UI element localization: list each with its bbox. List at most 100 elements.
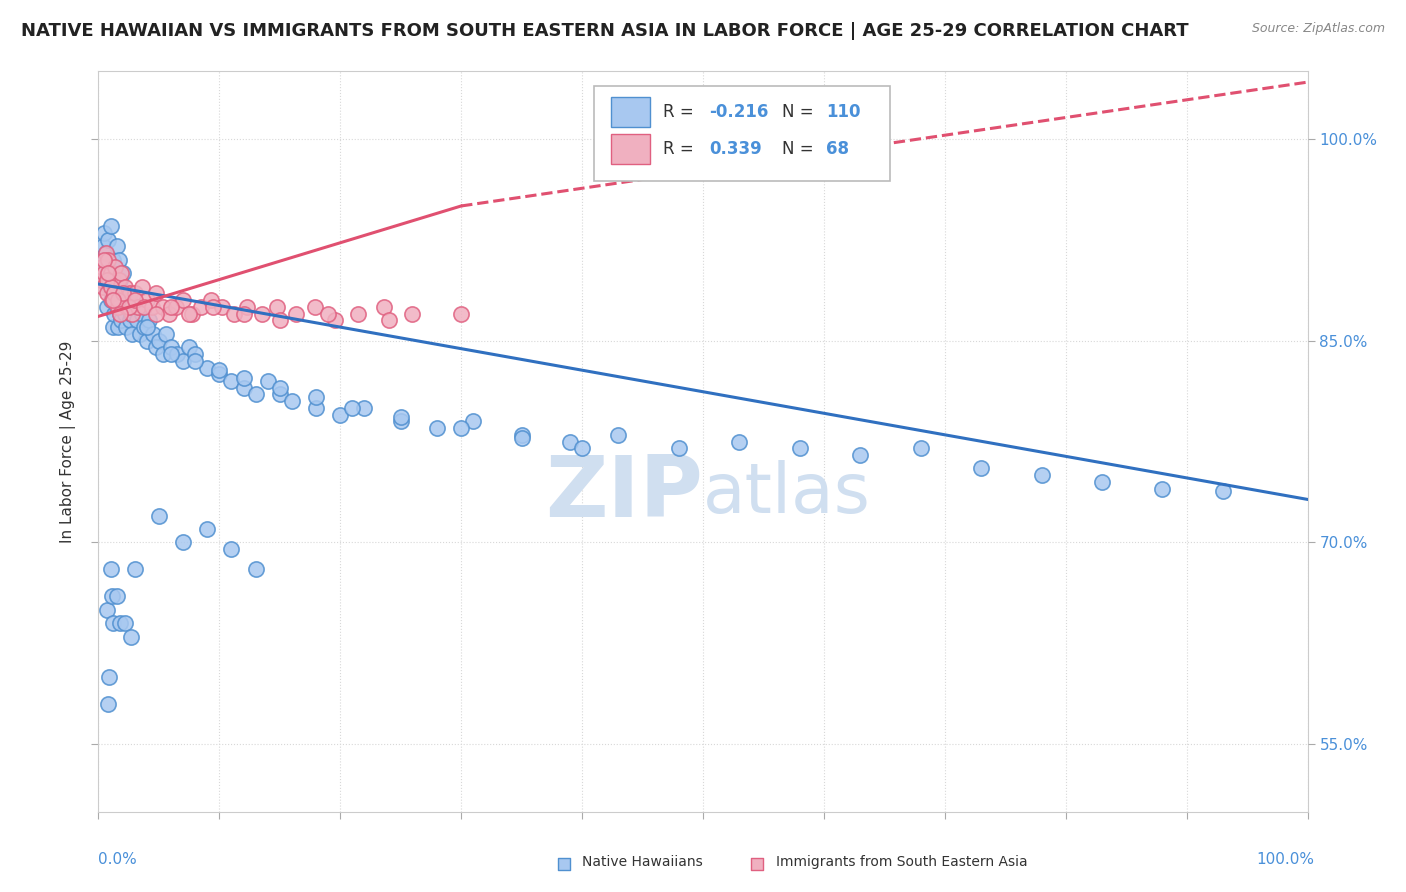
Point — [105, 300, 128, 314]
Point — [184, 347, 207, 361]
Point — [114, 307, 136, 321]
Point — [148, 508, 170, 523]
Point — [1031, 468, 1053, 483]
Point — [232, 371, 254, 385]
Point — [108, 616, 131, 631]
Point — [111, 300, 134, 314]
Point — [100, 266, 122, 280]
Point — [115, 320, 138, 334]
Point — [142, 326, 165, 341]
Point — [96, 300, 118, 314]
Point — [190, 300, 212, 314]
Point — [90, 273, 112, 287]
Point — [134, 300, 156, 314]
Point — [1091, 475, 1114, 489]
Point — [305, 390, 328, 404]
Point — [304, 300, 326, 314]
Point — [236, 300, 259, 314]
Point — [131, 307, 153, 321]
Point — [105, 279, 128, 293]
Point — [112, 286, 135, 301]
Point — [91, 260, 114, 274]
Point — [93, 273, 115, 287]
Point — [108, 293, 131, 308]
Point — [245, 387, 267, 401]
Point — [114, 616, 136, 631]
Point — [124, 286, 146, 301]
Point — [195, 360, 218, 375]
Text: R =: R = — [664, 140, 699, 158]
Point — [97, 697, 120, 711]
Point — [202, 300, 225, 314]
Point — [256, 374, 278, 388]
Point — [910, 442, 932, 456]
Point — [450, 421, 472, 435]
Point — [145, 286, 167, 301]
Point — [157, 307, 180, 321]
Point — [118, 286, 141, 301]
Point — [101, 616, 124, 631]
Point — [114, 279, 136, 293]
Point — [329, 408, 352, 422]
Point — [250, 307, 273, 321]
Point — [100, 219, 122, 234]
Point — [165, 300, 187, 314]
Point — [108, 273, 131, 287]
Point — [789, 442, 811, 456]
Point — [97, 252, 120, 267]
Point — [160, 300, 183, 314]
Point — [118, 313, 141, 327]
Point — [96, 286, 118, 301]
Point — [124, 300, 146, 314]
Point — [131, 279, 153, 293]
Point — [269, 313, 291, 327]
Point — [284, 307, 307, 321]
Point — [401, 307, 423, 321]
Point — [155, 326, 177, 341]
Text: N =: N = — [782, 103, 818, 121]
Point — [127, 300, 149, 314]
Point — [172, 293, 194, 308]
Point — [96, 260, 118, 274]
Point — [97, 266, 120, 280]
Point — [104, 260, 127, 274]
Point — [266, 300, 288, 314]
Point — [93, 226, 115, 240]
Point — [281, 394, 304, 409]
Point — [269, 381, 291, 395]
FancyBboxPatch shape — [612, 97, 650, 127]
Point — [607, 427, 630, 442]
Point — [98, 273, 121, 287]
Text: 0.339: 0.339 — [709, 140, 762, 158]
Point — [108, 307, 131, 321]
Point — [377, 313, 399, 327]
Point — [152, 347, 174, 361]
Point — [245, 562, 267, 576]
Text: 100.0%: 100.0% — [1257, 852, 1315, 867]
Point — [103, 286, 125, 301]
Point — [849, 448, 872, 462]
Point — [100, 562, 122, 576]
Point — [93, 252, 115, 267]
Point — [305, 401, 328, 415]
Point — [110, 313, 132, 327]
Y-axis label: In Labor Force | Age 25-29: In Labor Force | Age 25-29 — [59, 341, 76, 542]
Point — [94, 246, 117, 260]
Point — [373, 300, 395, 314]
Point — [117, 300, 139, 314]
Point — [127, 313, 149, 327]
Point — [269, 387, 291, 401]
Point — [135, 320, 157, 334]
Point — [103, 307, 125, 321]
Point — [103, 286, 125, 301]
Point — [98, 670, 121, 684]
Point — [184, 353, 207, 368]
Point — [389, 414, 412, 428]
Text: N =: N = — [782, 140, 818, 158]
Point — [94, 246, 117, 260]
Point — [118, 300, 141, 314]
Point — [208, 363, 231, 377]
Point — [208, 368, 231, 382]
Point — [124, 562, 146, 576]
Point — [728, 434, 751, 449]
